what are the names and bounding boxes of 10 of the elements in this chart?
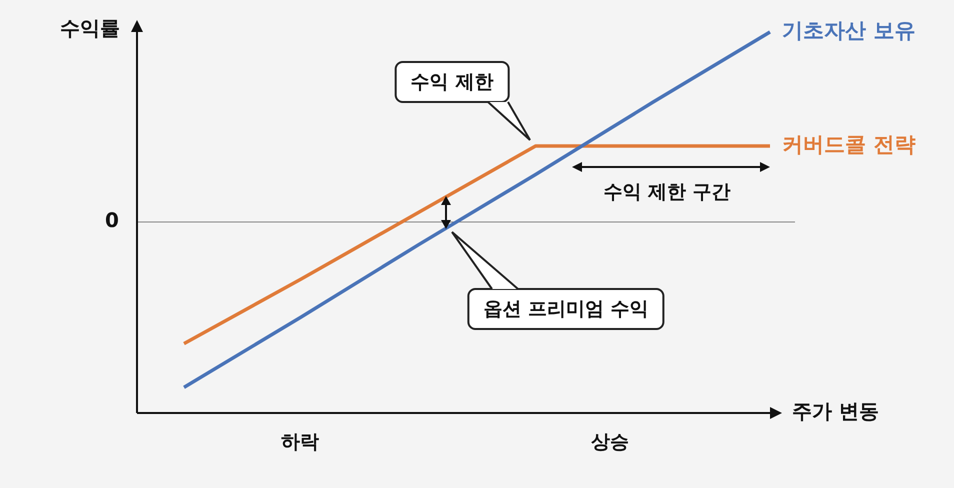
annotation: 옵션 프리미엄 수익 <box>467 288 665 330</box>
series-label: 기초자산 보유 <box>782 18 916 42</box>
y-axis-title: 수익률 <box>60 16 120 40</box>
annotation: 수익 제한 <box>394 61 510 103</box>
series-label: 커버드콜 전략 <box>782 132 916 156</box>
text: 하락 <box>281 430 319 455</box>
text: 상승 <box>591 430 629 455</box>
annotation: 수익 제한 구간 <box>603 180 731 205</box>
ref-line-label: 0 <box>105 208 119 232</box>
x-axis-title: 주가 변동 <box>792 399 879 424</box>
